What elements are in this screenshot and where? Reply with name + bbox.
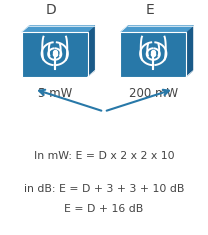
Text: 5 mW: 5 mW bbox=[38, 87, 72, 100]
Text: E = D + 16 dB: E = D + 16 dB bbox=[64, 204, 144, 214]
Polygon shape bbox=[120, 26, 193, 32]
Polygon shape bbox=[186, 26, 193, 77]
Polygon shape bbox=[88, 26, 95, 77]
Text: D: D bbox=[46, 3, 57, 17]
Text: in dB: E = D + 3 + 3 + 10 dB: in dB: E = D + 3 + 3 + 10 dB bbox=[24, 184, 184, 194]
Text: E: E bbox=[145, 3, 154, 17]
Bar bbox=[120, 32, 186, 77]
Bar bbox=[22, 32, 88, 77]
Polygon shape bbox=[22, 26, 95, 32]
Text: 200 mW: 200 mW bbox=[129, 87, 178, 100]
Text: In mW: E = D x 2 x 2 x 10: In mW: E = D x 2 x 2 x 10 bbox=[34, 151, 174, 161]
